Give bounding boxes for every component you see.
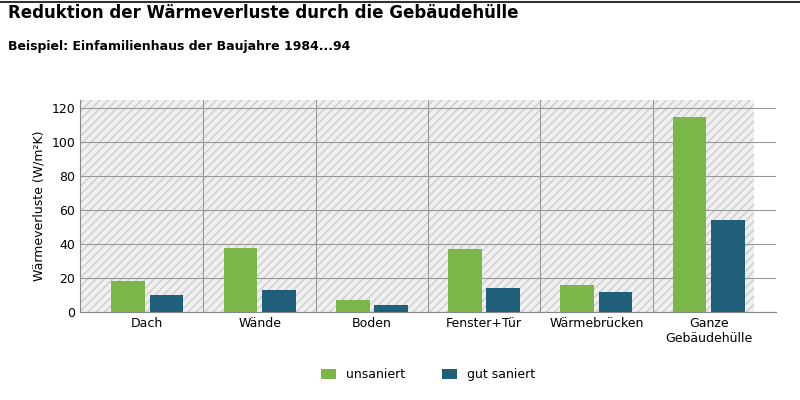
Bar	[336, 300, 370, 312]
Bar	[374, 305, 408, 312]
Bar	[150, 295, 183, 312]
Bar	[111, 282, 145, 312]
Bar	[486, 288, 520, 312]
Y-axis label: Wärmeverluste (W/m²K): Wärmeverluste (W/m²K)	[33, 131, 46, 281]
Bar	[673, 117, 706, 312]
Text: Beispiel: Einfamilienhaus der Baujahre 1984...94: Beispiel: Einfamilienhaus der Baujahre 1…	[8, 40, 350, 53]
Bar	[561, 285, 594, 312]
Text: Reduktion der Wärmeverluste durch die Gebäudehülle: Reduktion der Wärmeverluste durch die Ge…	[8, 4, 518, 22]
Bar	[448, 249, 482, 312]
Bar	[598, 292, 632, 312]
Bar	[224, 248, 258, 312]
Legend: unsaniert, gut saniert: unsaniert, gut saniert	[316, 363, 540, 386]
Bar	[262, 290, 295, 312]
Bar	[711, 220, 745, 312]
